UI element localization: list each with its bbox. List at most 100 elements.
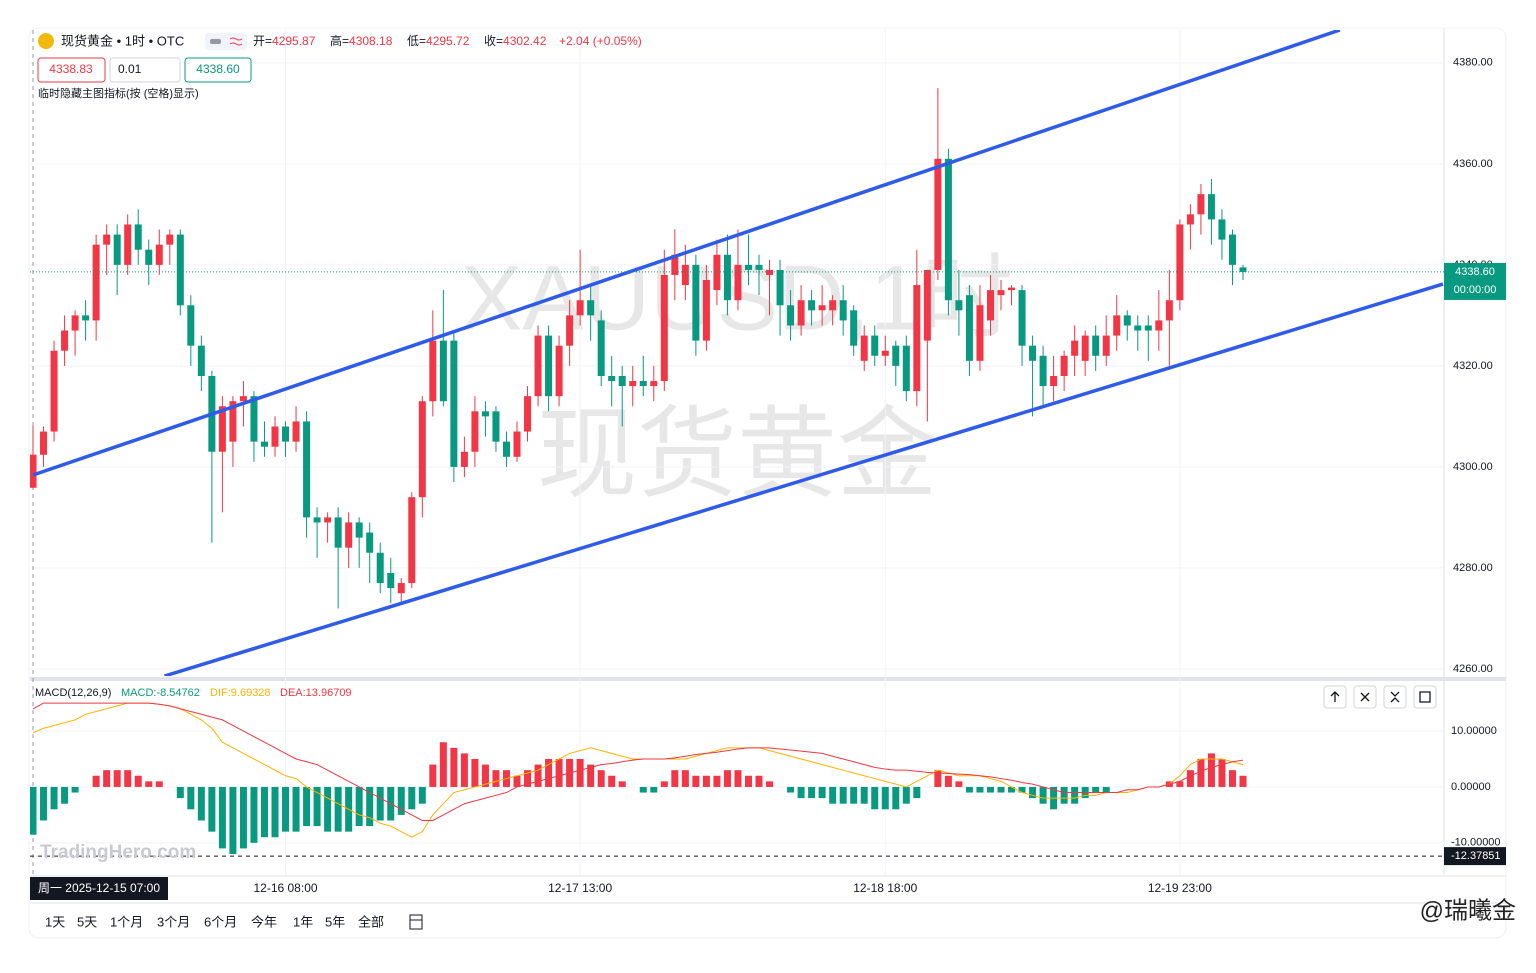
macd-bar: [397, 786, 405, 815]
macd-bar: [944, 775, 952, 787]
symbol[interactable]: 现货黄金 • 1时 • OTC: [61, 33, 184, 48]
range-button[interactable]: 今年: [251, 914, 277, 929]
last-price: 4338.60: [1455, 266, 1495, 278]
countdown: 00:00:00: [1454, 284, 1497, 296]
ohlc-key: 低=: [407, 34, 426, 48]
candle-body: [1186, 214, 1194, 225]
macd-bar: [197, 786, 205, 821]
candle-body: [1144, 325, 1152, 331]
candle-body: [871, 335, 879, 356]
candle-body: [355, 522, 363, 538]
range-button[interactable]: 5天: [77, 914, 97, 929]
candle-body: [902, 345, 910, 392]
macd-bar: [271, 786, 279, 838]
macd-bar: [40, 786, 48, 821]
macd-bar: [513, 775, 521, 787]
macd-bar: [734, 770, 742, 787]
macd-bar: [702, 775, 710, 787]
range-button[interactable]: 5年: [325, 914, 345, 929]
range-button[interactable]: 1天: [45, 914, 65, 929]
macd-bar: [660, 781, 668, 787]
candle-body: [1039, 355, 1047, 387]
macd-bar: [618, 781, 626, 787]
candle-body: [1060, 355, 1068, 376]
candle-body: [313, 517, 321, 523]
macd-bar: [313, 786, 321, 827]
macd-bar: [787, 786, 795, 793]
macd-bar: [755, 775, 763, 787]
macd-bar: [1060, 786, 1068, 804]
macd-bar: [471, 759, 479, 787]
macd: [30, 702, 1444, 857]
macd-bar: [1239, 775, 1247, 787]
qty-input[interactable]: [109, 57, 181, 83]
macd-bar: [1092, 786, 1100, 793]
candle-body: [576, 300, 584, 316]
candle-body: [71, 315, 79, 331]
pane-separator: [30, 677, 1506, 681]
candle-body: [124, 224, 132, 265]
candle-body: [145, 249, 153, 265]
range-button[interactable]: 全部: [358, 914, 384, 929]
macd-legend: DEA:13.96709: [280, 687, 352, 699]
candle-body: [239, 396, 247, 402]
candles: [30, 30, 1444, 676]
macd-bar: [723, 770, 731, 787]
ohlc-key: 收=: [484, 34, 503, 48]
candle-body: [197, 345, 205, 376]
buy-button[interactable]: [184, 57, 252, 83]
macd-bar: [545, 759, 553, 787]
status-pill: [205, 33, 247, 50]
trend-line[interactable]: [32, 30, 1341, 477]
x-tick-label: 12-18 18:00: [853, 881, 917, 895]
macd-bar: [61, 786, 69, 804]
macd-bar: [881, 786, 889, 810]
macd-bar: [124, 770, 132, 787]
macd-bar: [324, 786, 332, 832]
macd-bar: [1008, 786, 1016, 793]
sell-button[interactable]: [37, 57, 106, 83]
candle-body: [1207, 194, 1215, 220]
x-tick-label: 12-19 23:00: [1148, 881, 1212, 895]
macd-legend: MACD(12,26,9): [35, 687, 111, 699]
candle-body: [608, 375, 616, 382]
candle-body: [976, 305, 984, 361]
trend-line[interactable]: [164, 282, 1444, 676]
candle-body: [1165, 300, 1173, 321]
button-icons: [1330, 691, 1431, 703]
macd-bar: [597, 770, 605, 787]
range-button[interactable]: 6个月: [204, 914, 237, 929]
macd-bar: [218, 786, 226, 849]
candle-body: [850, 310, 858, 346]
status-icon: [229, 37, 243, 46]
macd-bar: [334, 786, 342, 832]
range-button[interactable]: 3个月: [157, 914, 190, 929]
macd-bar: [460, 753, 468, 787]
y-tick-label: 4360.00: [1453, 158, 1493, 170]
y-tick-label: 10.00000: [1451, 725, 1497, 737]
candle-body: [671, 254, 679, 275]
macd-bar: [902, 786, 910, 804]
candle-body: [460, 451, 468, 467]
collapse-button[interactable]: [1383, 685, 1407, 709]
candle-body: [681, 264, 689, 286]
range-button[interactable]: 1个月: [110, 914, 143, 929]
candle-body: [1018, 290, 1026, 346]
candle-body: [1092, 335, 1100, 356]
macd-bar: [260, 786, 268, 838]
candle-body: [1218, 219, 1226, 240]
macd-bar: [829, 786, 837, 804]
calendar-icon[interactable]: [409, 914, 423, 930]
maximize-button[interactable]: [1413, 685, 1437, 709]
candle-body: [50, 350, 58, 432]
macd-bar: [355, 786, 363, 827]
macd-bar: [30, 786, 37, 835]
range-button[interactable]: 1年: [293, 914, 313, 929]
candle-body: [892, 345, 900, 366]
candle-body: [723, 254, 731, 301]
macd-bar: [176, 786, 184, 799]
candle-body: [229, 401, 237, 442]
macd-bar: [418, 786, 426, 804]
candle-body: [134, 224, 142, 250]
macd-bar: [639, 786, 647, 793]
